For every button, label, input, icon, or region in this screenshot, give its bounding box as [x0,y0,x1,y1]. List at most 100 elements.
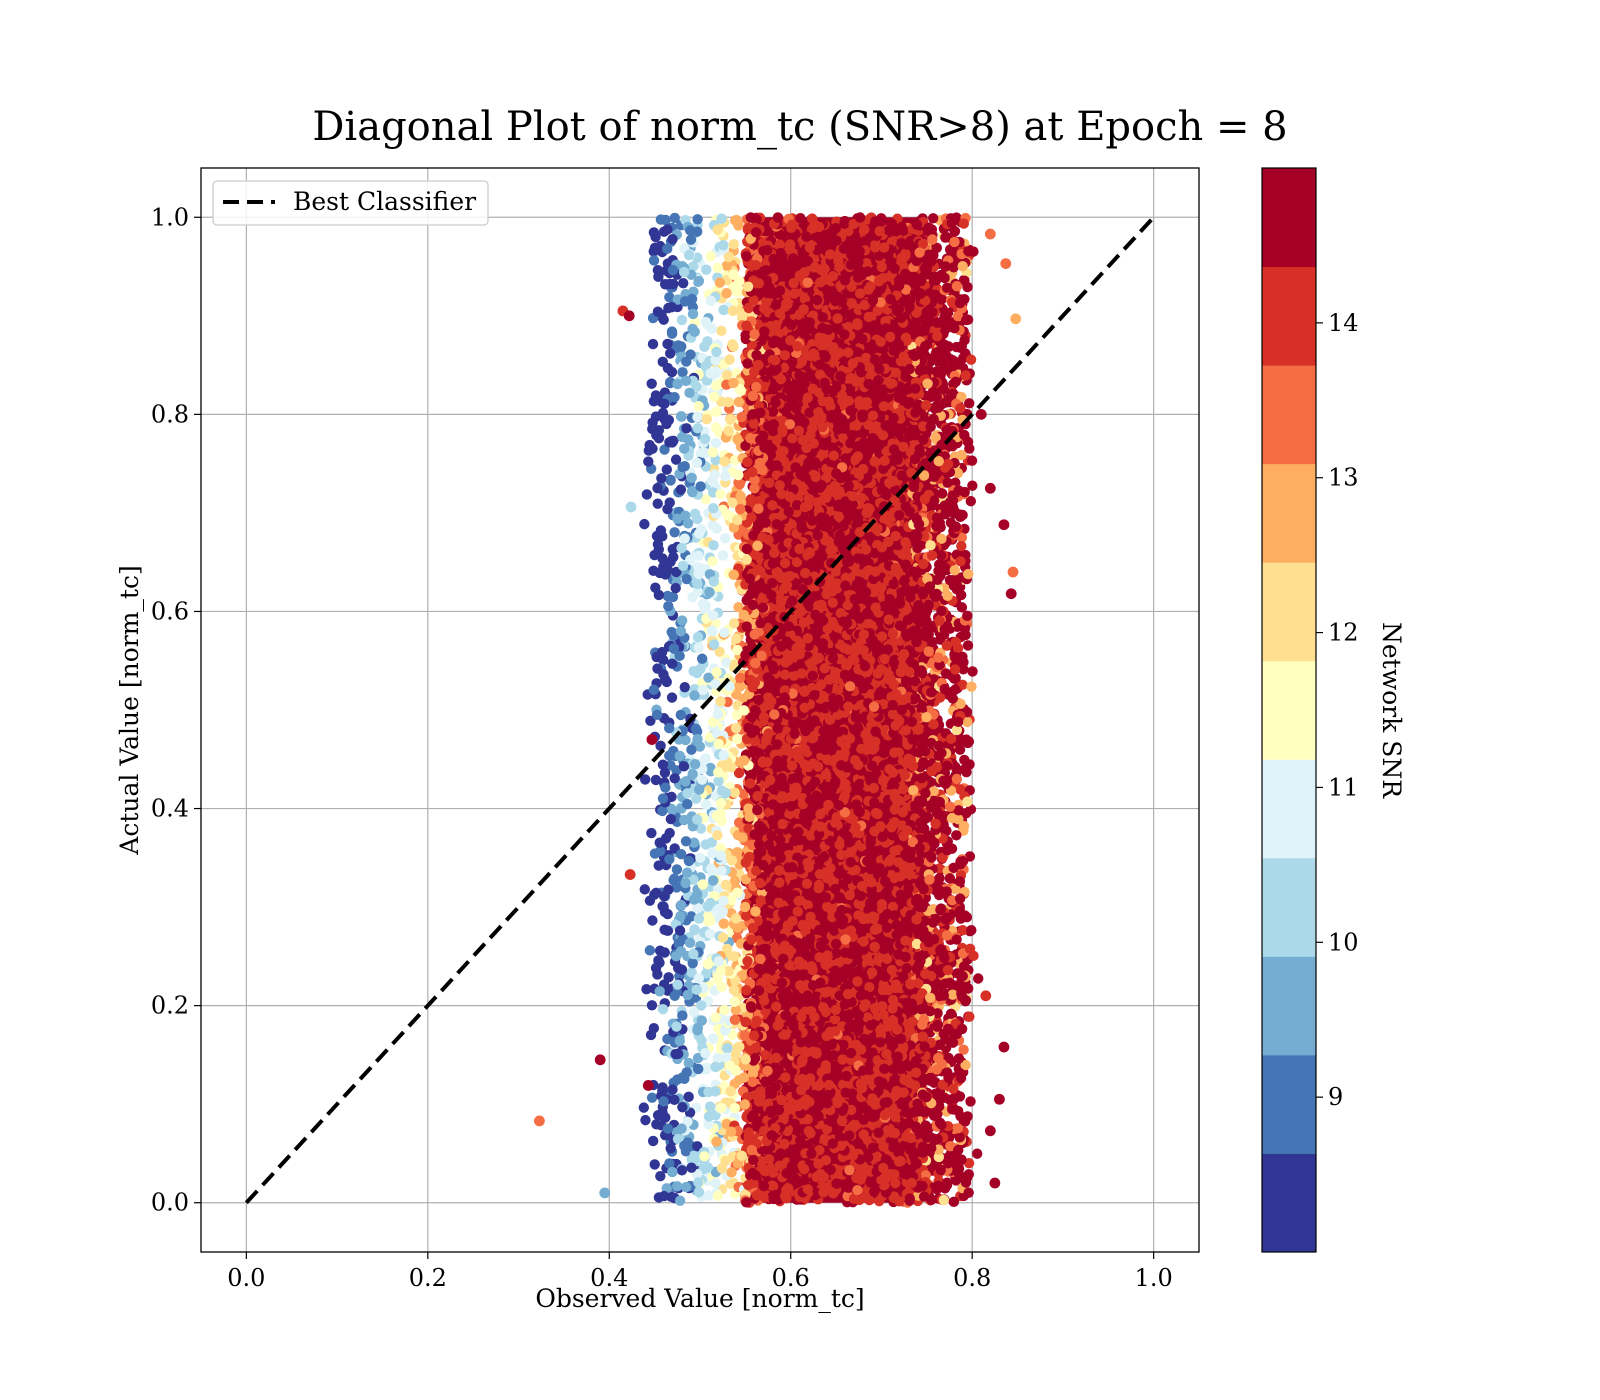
data-point [951,773,962,785]
data-point [696,1000,707,1011]
data-point [829,1013,841,1025]
data-point [640,1114,651,1126]
data-point [882,392,893,404]
data-point [687,261,699,272]
data-point [703,672,714,683]
data-point [657,646,668,658]
data-point [862,1012,873,1023]
data-point [641,489,653,500]
data-point [705,863,717,874]
data-point [721,369,733,381]
data-point [958,961,970,972]
data-point [732,433,743,445]
data-point [688,837,700,848]
data-point [653,433,665,444]
data-point [700,494,711,505]
data-point [687,308,699,320]
data-point [664,750,675,761]
data-point [781,841,792,853]
data-point [925,356,936,367]
data-point [667,543,678,555]
data-point [712,1053,723,1064]
data-point [686,967,697,978]
data-point [657,553,668,564]
data-point [674,750,686,762]
data-point [649,1159,660,1170]
data-point [646,1000,658,1011]
data-point [728,951,740,962]
data-point [763,893,775,905]
data-point [866,339,877,350]
data-point [897,807,909,818]
data-point [864,957,876,969]
data-point [663,972,674,983]
data-point [952,467,964,479]
data-point [786,319,797,331]
data-point [669,873,680,884]
data-point [775,1038,786,1049]
data-point [689,924,700,935]
data-point [665,1143,676,1154]
data-point [852,1138,863,1150]
data-point [648,684,660,696]
data-point [665,475,676,486]
data-point [876,631,888,642]
data-point [700,600,711,611]
data-point [779,677,791,688]
data-point [821,901,833,912]
data-point [655,1170,666,1182]
data-point [954,732,965,744]
data-point [888,1192,899,1204]
data-point [865,689,877,700]
data-point [796,485,807,497]
data-point [664,827,675,839]
data-point [957,925,968,936]
data-point [672,1048,684,1060]
data-point [661,464,672,475]
data-point [751,214,762,225]
data-point [650,774,662,786]
data-point [683,434,694,445]
data-point [721,1118,732,1130]
data-point [890,367,901,378]
data-point [947,1104,958,1115]
data-point [692,902,703,914]
data-point [791,556,803,568]
data-point [692,1141,703,1152]
data-point [652,482,663,494]
chart-title: Diagonal Plot of norm_tc (SNR>8) at Epoc… [312,104,1287,150]
data-point [679,814,690,826]
data-point [716,865,727,876]
data-point [953,1169,965,1180]
data-point [646,1092,658,1103]
data-point [678,277,689,289]
data-point [891,1074,902,1086]
data-point [880,804,892,815]
data-point [671,1021,682,1032]
data-point [679,682,690,693]
data-point [721,943,733,955]
data-point [638,1102,650,1113]
data-point [937,852,948,863]
data-point [721,657,732,668]
data-point [639,774,651,785]
data-point [873,952,885,964]
data-point [962,640,974,651]
data-point [693,642,704,653]
data-point [713,776,724,787]
data-point [845,1047,857,1059]
data-point [767,406,779,417]
data-point [738,788,749,800]
data-point [683,1057,694,1069]
data-point [667,591,679,603]
data-point [821,1124,833,1135]
data-point [716,325,727,337]
data-point [825,863,836,874]
data-point [692,513,703,525]
data-point [662,908,673,920]
data-point [834,839,845,850]
data-point [666,692,678,703]
data-point [854,778,865,790]
data-point [646,378,657,389]
data-point [656,473,667,484]
